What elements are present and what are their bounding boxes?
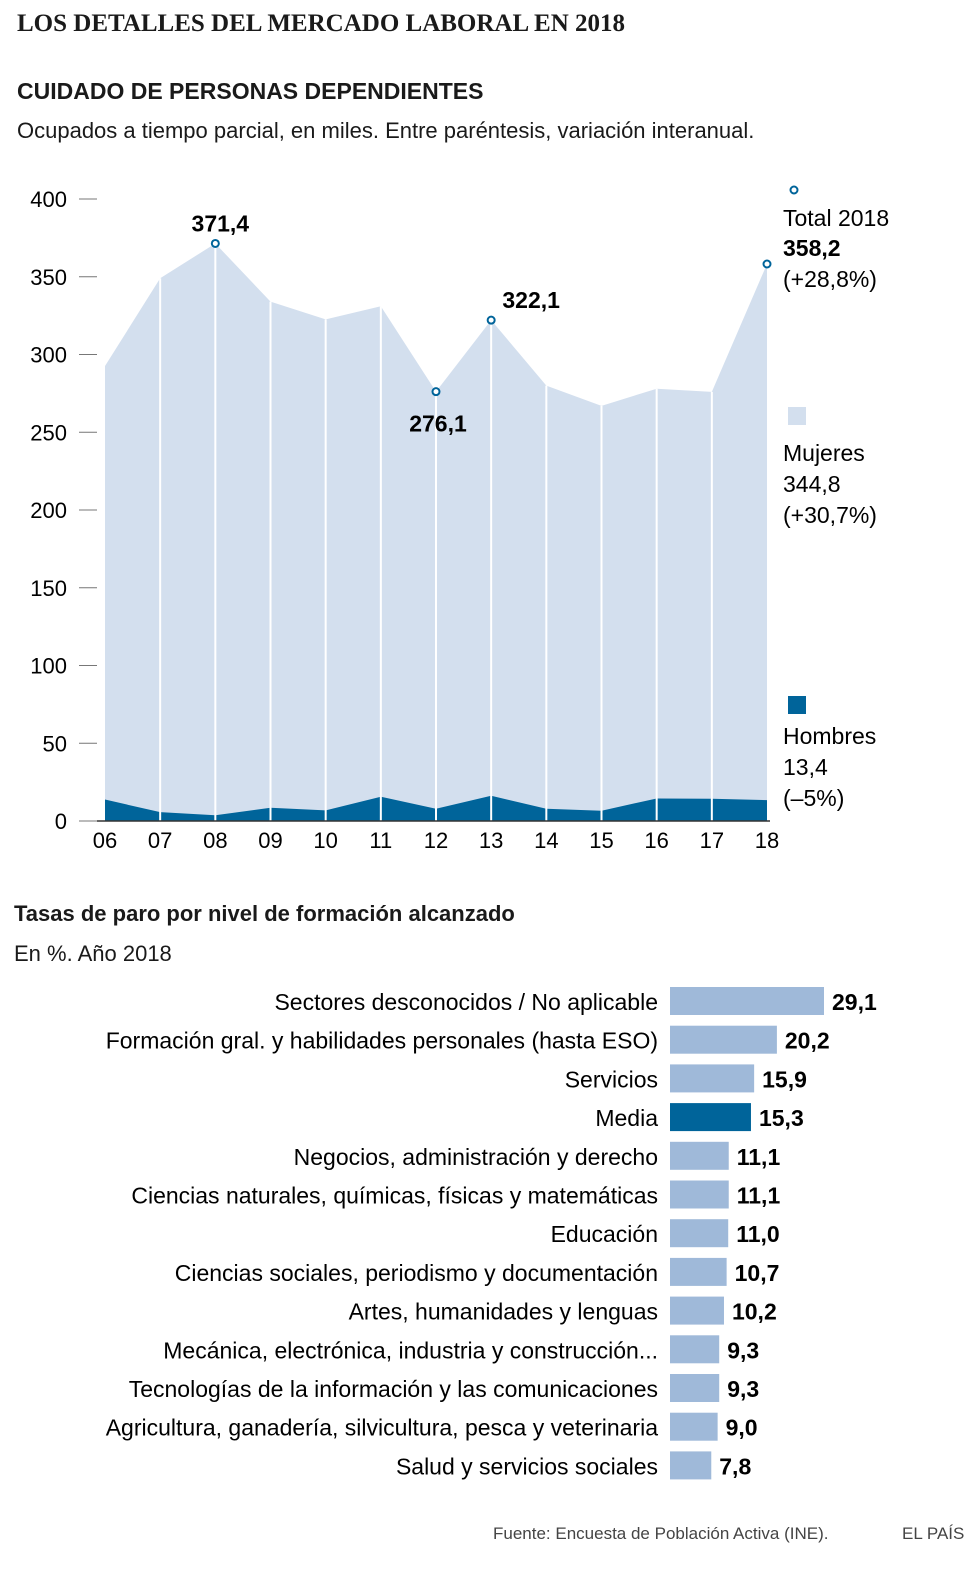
x-tick-label: 15 [589,828,613,853]
legend-total-label: Total 2018 [783,205,889,231]
bar [670,1025,777,1054]
bar [670,1412,718,1441]
bar [670,1296,724,1325]
category-label: Negocios, administración y derecho [294,1144,658,1170]
legend-total-change: (+28,8%) [783,266,877,292]
y-tick-label: 400 [30,187,67,212]
y-tick-label: 200 [30,498,67,523]
bar-chart: Sectores desconocidos / No aplicable 29,1… [106,987,877,1480]
data-label: 371,4 [192,210,250,236]
area-chart-subtitle: Ocupados a tiempo parcial, en miles. Ent… [17,118,755,143]
x-tick-label: 13 [479,828,503,853]
bar [670,1180,729,1209]
x-tick-label: 14 [534,828,558,853]
bar [670,1141,729,1170]
category-label: Salud y servicios sociales [396,1453,658,1479]
x-tick-label: 07 [148,828,172,853]
category-label: Formación gral. y habilidades personales… [106,1028,658,1054]
category-label: Ciencias naturales, químicas, físicas y … [131,1183,658,1209]
value-label: 10,7 [735,1260,780,1286]
y-tick-label: 150 [30,576,67,601]
legend-hombres-label: Hombres [783,723,876,749]
value-label: 9,0 [726,1415,758,1441]
brand-logo: EL PAÍS [902,1524,965,1543]
value-label: 20,2 [785,1028,830,1054]
category-label: Tecnologías de la información y las comu… [129,1376,658,1402]
y-tick-label: 300 [30,343,67,368]
main-title: LOS DETALLES DEL MERCADO LABORAL EN 2018 [17,10,625,37]
value-label: 9,3 [727,1337,759,1363]
legend-mujeres-swatch [788,407,806,425]
value-label: 15,9 [762,1066,807,1092]
bar [670,1257,727,1286]
bar [670,1451,712,1480]
y-tick-label: 50 [43,731,67,756]
x-tick-label: 09 [258,828,282,853]
value-label: 29,1 [832,989,877,1015]
legend-mujeres-value: 344,8 [783,471,841,497]
data-label: 276,1 [409,411,467,437]
x-tick-label: 11 [369,828,392,853]
x-tick-label: 17 [700,828,724,853]
legend-hombres-change: (–5%) [783,785,844,811]
value-label: 15,3 [759,1105,804,1131]
y-tick-label: 0 [55,809,67,834]
bar [670,1219,729,1248]
legend-total-value: 358,2 [783,235,841,261]
category-label: Sectores desconocidos / No aplicable [274,989,658,1015]
point-marker [762,259,772,269]
point-marker [431,387,441,397]
bar [670,1064,755,1093]
x-tick-label: 16 [644,828,668,853]
legend-hombres-value: 13,4 [783,754,828,780]
point-marker [486,315,496,325]
legend-hombres-swatch [788,696,806,714]
point-marker [210,238,220,248]
x-tick-label: 18 [755,828,779,853]
area-chart: 0 50 100 150 200 250 300 350 400 06 07 08 09 10 11 12 13… [30,185,889,853]
legend-mujeres-change: (+30,7%) [783,502,877,528]
value-label: 11,1 [737,1144,781,1170]
value-label: 11,0 [736,1221,780,1247]
legend-total-marker [789,185,799,195]
y-tick-label: 250 [30,420,67,445]
category-label: Educación [551,1221,658,1247]
bar [670,1103,751,1132]
category-label: Artes, humanidades y lenguas [349,1299,658,1325]
bar [670,1374,720,1402]
bar-chart-subtitle: En %. Año 2018 [14,941,172,966]
category-label: Ciencias sociales, periodismo y document… [175,1260,658,1286]
legend-mujeres-label: Mujeres [783,440,865,466]
category-label: Servicios [565,1066,658,1092]
category-label: Agricultura, ganadería, silvicultura, pe… [106,1415,658,1441]
y-tick-label: 100 [30,654,67,679]
bar-chart-title: Tasas de paro por nivel de formación alc… [14,901,515,926]
x-tick-label: 10 [313,828,337,853]
bar [670,987,824,1015]
category-label: Media [595,1105,658,1131]
value-label: 7,8 [719,1453,751,1479]
bar [670,1335,720,1364]
source: Fuente: Encuesta de Población Activa (IN… [493,1524,829,1543]
value-label: 9,3 [727,1376,759,1402]
area-chart-title: CUIDADO DE PERSONAS DEPENDIENTES [17,78,484,104]
category-label: Mecánica, electrónica, industria y const… [163,1337,658,1363]
y-tick-label: 350 [30,265,67,290]
value-label: 11,1 [737,1183,781,1209]
x-tick-label: 06 [93,828,117,853]
x-tick-label: 08 [203,828,227,853]
value-label: 10,2 [732,1299,777,1325]
x-tick-label: 12 [424,828,448,853]
data-label: 322,1 [502,287,560,313]
